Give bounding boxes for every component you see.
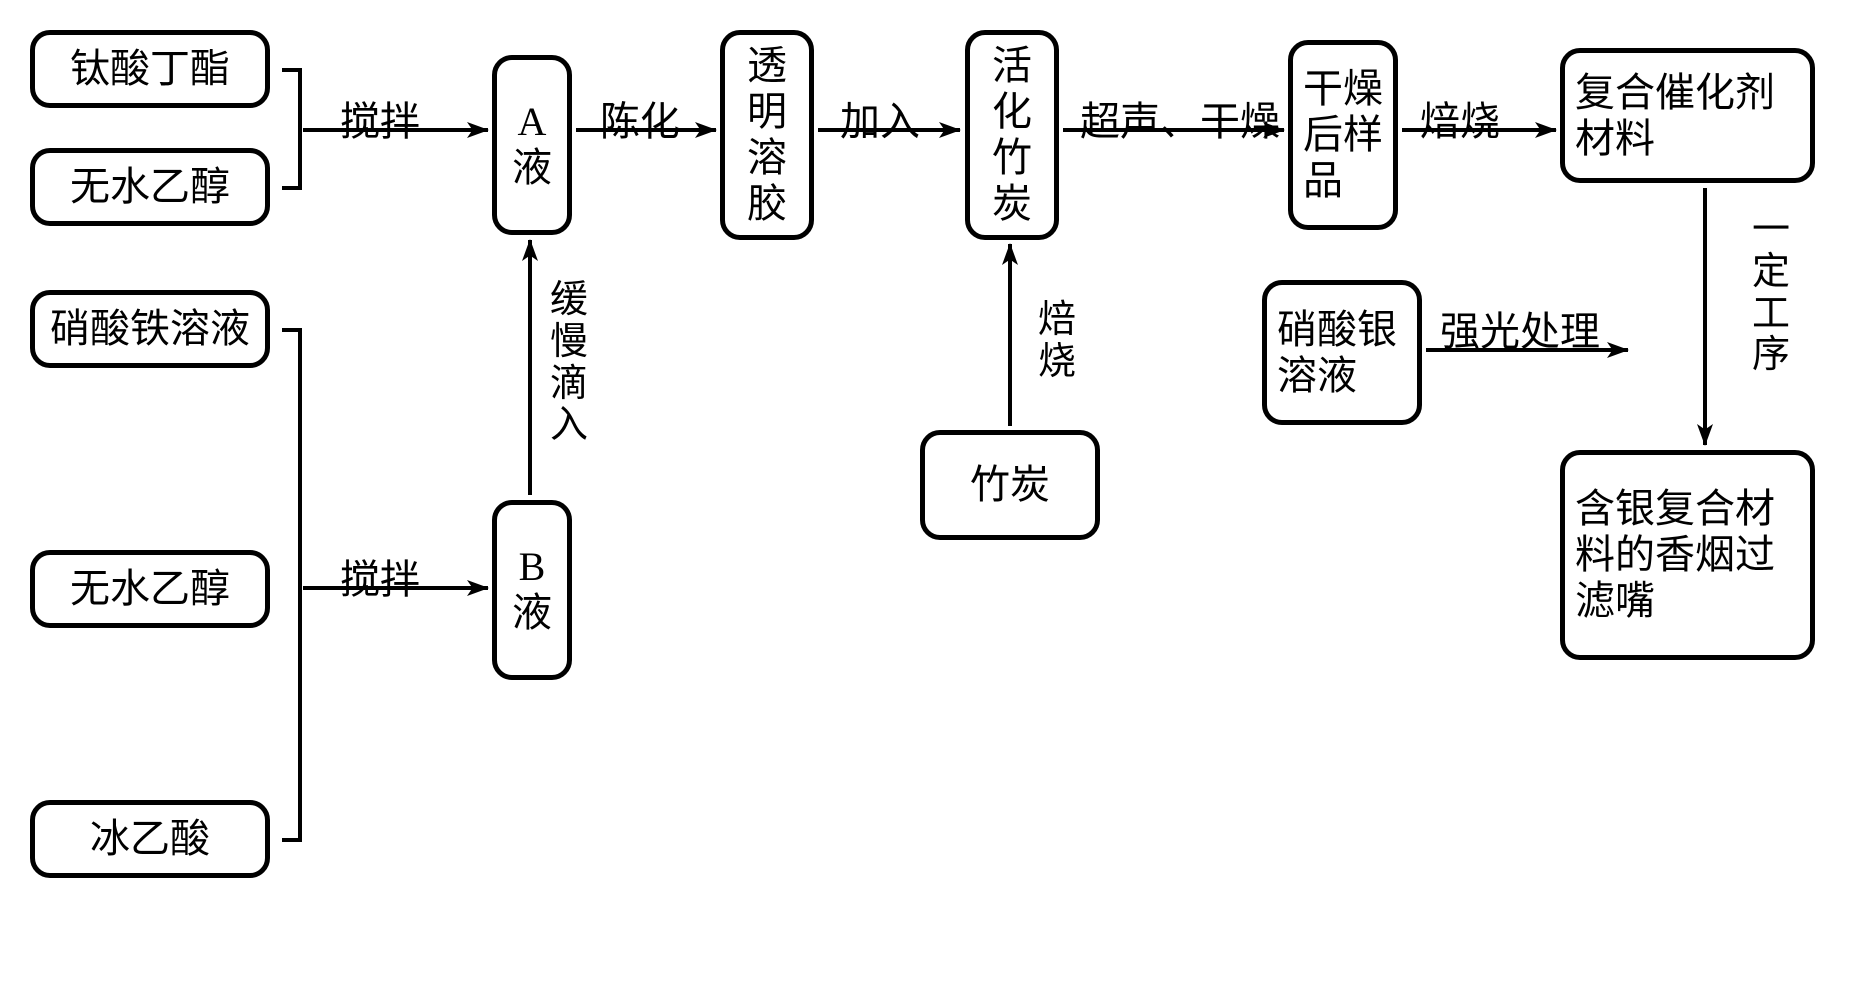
box-label: 钛酸丁酯 bbox=[70, 46, 230, 92]
label-calcine-2: 焙烧 bbox=[1420, 100, 1500, 144]
box-label: 含银复合材 料的香烟过 滤嘴 bbox=[1575, 486, 1806, 624]
label-aging: 陈化 bbox=[600, 100, 680, 144]
label-strong-light: 强光处理 bbox=[1440, 310, 1600, 354]
label-add: 加入 bbox=[840, 100, 920, 144]
box-ethanol-1: 无水乙醇 bbox=[30, 148, 270, 226]
box-label: 竹炭 bbox=[970, 462, 1050, 508]
box-label: A液 bbox=[501, 99, 563, 191]
box-composite-catalyst: 复合催化剂 材料 bbox=[1560, 48, 1815, 183]
box-dried-sample: 干燥 后样 品 bbox=[1288, 40, 1398, 230]
label-stir-1: 搅拌 bbox=[340, 100, 420, 144]
box-liquid-a: A液 bbox=[492, 55, 572, 235]
box-silver-filter: 含银复合材 料的香烟过 滤嘴 bbox=[1560, 450, 1815, 660]
box-label: 活 化 竹 炭 bbox=[974, 43, 1050, 227]
box-liquid-b: B液 bbox=[492, 500, 572, 680]
box-transparent-sol: 透 明 溶 胶 bbox=[720, 30, 814, 240]
label-stir-2: 搅拌 bbox=[340, 558, 420, 602]
box-ferric-nitrate: 硝酸铁溶液 bbox=[30, 290, 270, 368]
label-slow-drip: 缓 慢 滴 入 bbox=[550, 280, 588, 447]
box-label: 冰乙酸 bbox=[90, 816, 210, 862]
box-label: 透 明 溶 胶 bbox=[729, 43, 805, 227]
box-silver-nitrate: 硝酸银 溶液 bbox=[1262, 280, 1422, 425]
flowchart-canvas: 钛酸丁酯 无水乙醇 硝酸铁溶液 无水乙醇 冰乙酸 A液 B液 透 明 溶 胶 活… bbox=[0, 0, 1856, 1000]
label-ultrasonic-dry: 超声、干燥 bbox=[1080, 100, 1280, 144]
box-label: B液 bbox=[501, 544, 563, 636]
box-label: 无水乙醇 bbox=[70, 566, 230, 612]
box-glacial-acetic: 冰乙酸 bbox=[30, 800, 270, 878]
box-label: 硝酸银 溶液 bbox=[1277, 307, 1413, 399]
label-process: 一 定 工 序 bbox=[1752, 210, 1790, 377]
box-ethanol-2: 无水乙醇 bbox=[30, 550, 270, 628]
box-label: 复合催化剂 材料 bbox=[1575, 70, 1806, 162]
box-butyl-titanate: 钛酸丁酯 bbox=[30, 30, 270, 108]
box-label: 干燥 后样 品 bbox=[1303, 66, 1389, 204]
label-calcine-1: 焙 烧 bbox=[1038, 300, 1076, 384]
box-activated-bamboo: 活 化 竹 炭 bbox=[965, 30, 1059, 240]
box-bamboo-charcoal: 竹炭 bbox=[920, 430, 1100, 540]
box-label: 无水乙醇 bbox=[70, 164, 230, 210]
box-label: 硝酸铁溶液 bbox=[50, 306, 250, 352]
